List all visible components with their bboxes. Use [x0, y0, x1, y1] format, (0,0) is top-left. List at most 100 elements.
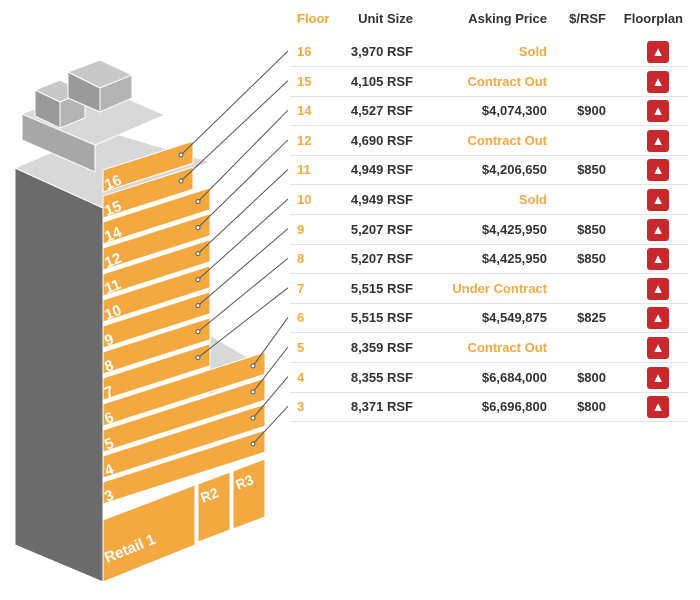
retail-2 — [197, 471, 231, 543]
floor-band — [102, 291, 211, 349]
asking-price-cell: $4,549,875 — [481, 310, 547, 326]
leader-dot — [178, 152, 184, 158]
leader-line — [197, 257, 289, 332]
asking-price-cell: Contract Out — [467, 73, 547, 89]
header-floorplan: Floorplan — [623, 11, 683, 26]
table-row: 9 5,207 RSF $4,425,950 $850 ▲ — [290, 215, 688, 245]
table-row: 6 5,515 RSF $4,549,875 $825 ▲ — [290, 303, 688, 334]
floor-cell: 4 — [297, 369, 305, 385]
header-asking-price: Asking Price — [468, 11, 547, 26]
rsf-cell: $800 — [577, 369, 606, 385]
floor-band — [102, 265, 211, 323]
pdf-icon[interactable]: ▲ — [647, 366, 669, 389]
pdf-icon[interactable]: ▲ — [647, 70, 669, 93]
penthouse-side — [21, 113, 96, 173]
pdf-icon[interactable]: ▲ — [647, 396, 669, 419]
table-row: 5 8,359 RSF Contract Out ▲ — [290, 333, 688, 363]
rsf-cell: $850 — [577, 162, 606, 178]
floor-band — [102, 140, 194, 193]
leader-dot — [250, 441, 256, 447]
asking-price-cell: $4,206,650 — [481, 162, 547, 178]
leader-line — [252, 346, 289, 393]
leader-lines — [178, 50, 289, 447]
asking-price-cell: $4,425,950 — [481, 221, 547, 237]
pdf-icon[interactable]: ▲ — [647, 218, 669, 241]
leader-line — [197, 169, 289, 254]
header-floor: Floor — [297, 11, 330, 26]
leader-line — [197, 198, 289, 280]
leader-dot — [195, 251, 201, 257]
leader-dot — [250, 363, 256, 369]
asking-price-cell: Sold — [518, 44, 547, 59]
floor-band — [102, 166, 194, 219]
unit-size-cell: 5,515 RSF — [350, 280, 413, 296]
unit-size-cell: 4,690 RSF — [350, 132, 413, 148]
floor-cell: 11 — [297, 162, 311, 178]
floor-band — [102, 429, 266, 505]
floor-band — [102, 403, 266, 479]
rsf-cell: $800 — [577, 399, 606, 415]
roof-box2-front — [99, 74, 133, 113]
pdf-icon[interactable]: ▲ — [647, 100, 669, 123]
tower-side — [14, 167, 104, 583]
leader-dot — [195, 303, 201, 309]
floor-cell: 5 — [297, 340, 305, 355]
pdf-icon[interactable]: ▲ — [647, 248, 669, 271]
leader-line — [252, 317, 289, 367]
pdf-icon[interactable]: ▲ — [647, 189, 669, 211]
asking-price-cell: Sold — [518, 192, 547, 207]
pdf-icon[interactable]: ▲ — [647, 337, 669, 359]
leader-dot — [195, 355, 201, 361]
header-rsf: $/RSF — [569, 11, 606, 26]
floor-cell: 10 — [297, 192, 312, 207]
asking-price-cell: Under Contract — [452, 280, 547, 296]
table-row: 11 4,949 RSF $4,206,650 $850 ▲ — [290, 155, 688, 186]
rsf-cell: $825 — [577, 310, 606, 326]
table-row: 16 3,970 RSF Sold ▲ — [290, 37, 688, 67]
leader-line — [252, 405, 289, 445]
floor-band — [102, 317, 211, 375]
unit-size-cell: 8,371 RSF — [350, 399, 413, 415]
table-row: 15 4,105 RSF Contract Out ▲ — [290, 67, 688, 97]
floor-label: 11 — [102, 276, 123, 298]
pdf-icon[interactable]: ▲ — [647, 277, 669, 300]
unit-size-cell: 5,207 RSF — [350, 251, 413, 267]
leader-line — [197, 139, 289, 228]
unit-size-cell: 5,515 RSF — [350, 310, 413, 326]
asking-price-cell: Contract Out — [467, 132, 547, 148]
retail-label: R2 — [198, 484, 221, 506]
floor-cell: 7 — [297, 280, 305, 296]
retail-label: R3 — [233, 471, 256, 493]
unit-size-cell: 4,949 RSF — [350, 192, 413, 207]
table-row: 14 4,527 RSF $4,074,300 $900 ▲ — [290, 96, 688, 127]
floor-cell: 12 — [297, 132, 312, 148]
floor-cell: 3 — [297, 399, 305, 415]
floor-cell: 16 — [297, 44, 312, 59]
unit-size-cell: 4,105 RSF — [350, 73, 413, 89]
floor-cell: 14 — [297, 103, 312, 119]
floor-band — [102, 377, 266, 453]
pdf-icon[interactable]: ▲ — [647, 307, 669, 330]
floor-label: 14 — [102, 223, 124, 245]
floor-band — [102, 213, 211, 271]
table-row: 8 5,207 RSF $4,425,950 $850 ▲ — [290, 244, 688, 275]
leader-dot — [195, 225, 201, 231]
leader-dot — [250, 389, 256, 395]
unit-size-cell: 3,970 RSF — [350, 44, 413, 59]
rsf-cell: $900 — [577, 103, 606, 119]
unit-size-cell: 8,355 RSF — [350, 369, 413, 385]
leader-line — [180, 80, 289, 182]
unit-size-cell: 4,527 RSF — [350, 103, 413, 119]
floor-cell: 15 — [297, 73, 312, 89]
pdf-icon[interactable]: ▲ — [647, 129, 669, 152]
pdf-icon[interactable]: ▲ — [647, 41, 669, 63]
unit-size-cell: 4,949 RSF — [350, 162, 413, 178]
floor-cell: 6 — [297, 310, 305, 326]
leader-dot — [250, 415, 256, 421]
table-row: 12 4,690 RSF Contract Out ▲ — [290, 126, 688, 156]
leader-line — [252, 376, 289, 419]
floor-label: 16 — [102, 172, 124, 194]
pdf-icon[interactable]: ▲ — [647, 159, 669, 182]
